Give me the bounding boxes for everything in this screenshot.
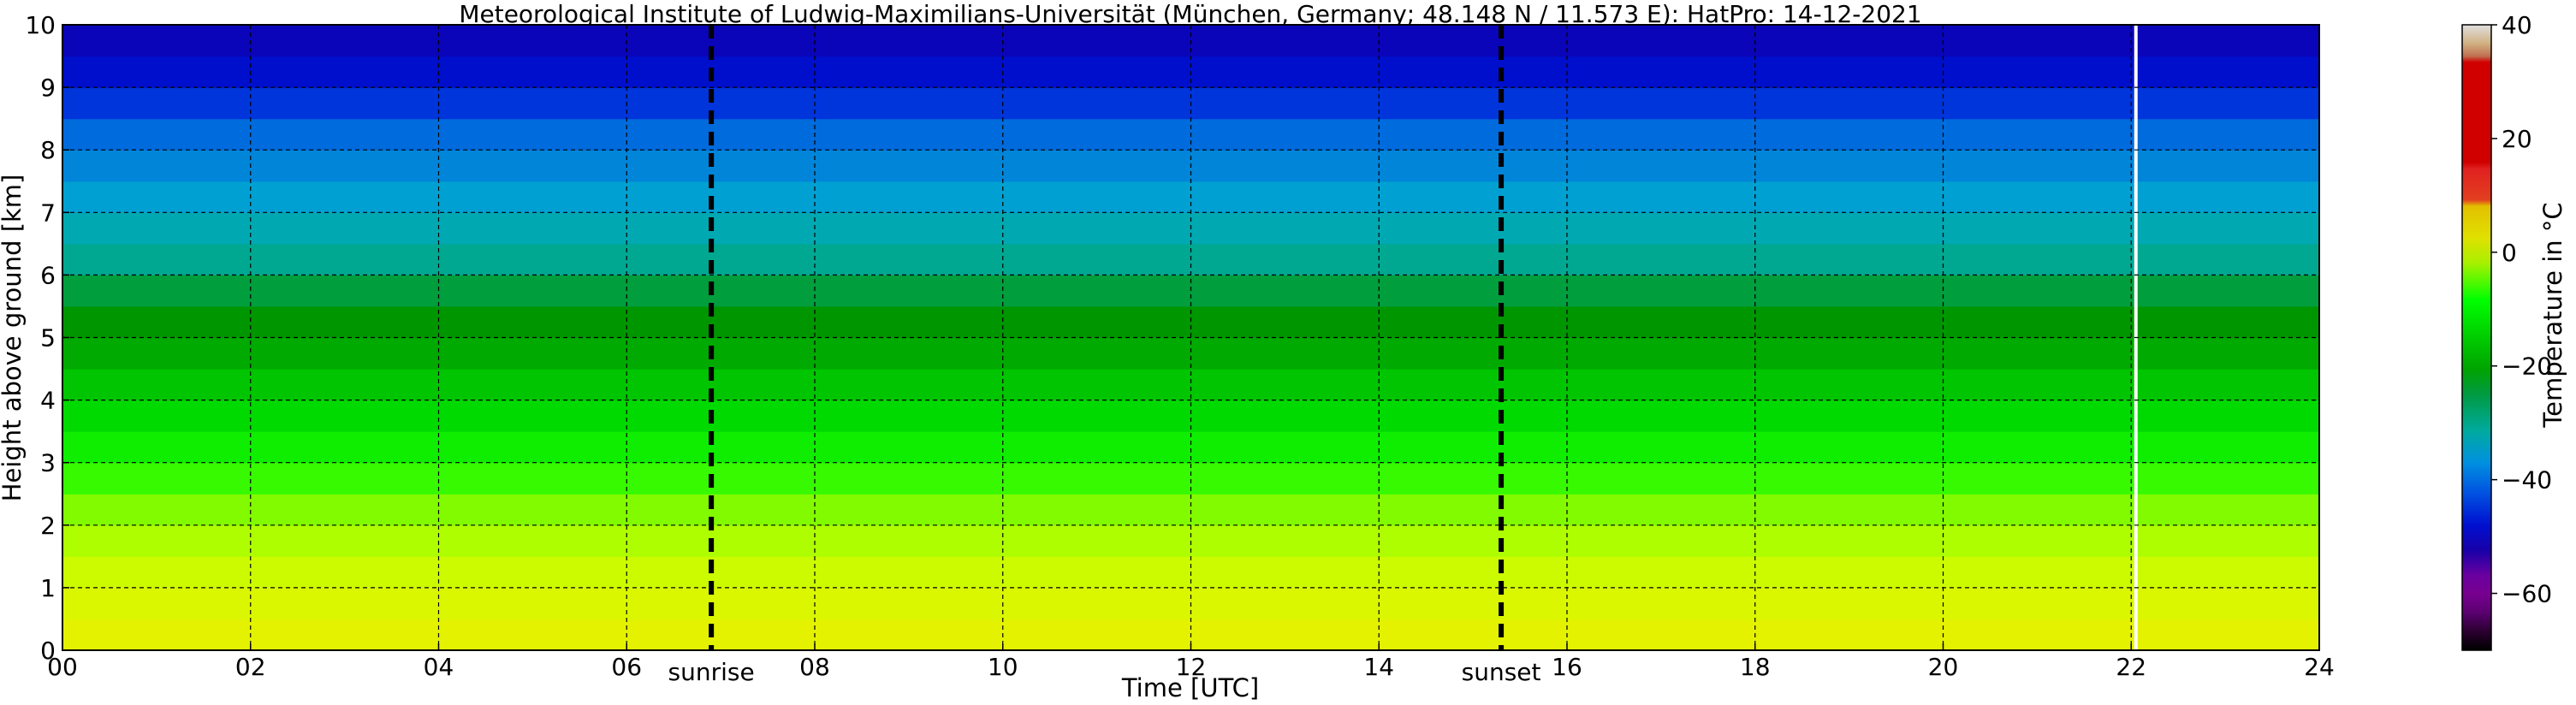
colorbar-tick-label: −20 xyxy=(2502,352,2552,381)
colorbar-tick-label: 40 xyxy=(2502,11,2532,39)
x-tick-label: 24 xyxy=(2304,653,2335,681)
x-tick-label: 14 xyxy=(1363,653,1394,681)
colorbar-tick-label: −40 xyxy=(2502,466,2552,495)
y-tick-label: 10 xyxy=(25,11,56,39)
x-tick-label: 00 xyxy=(47,653,78,681)
y-tick-label: 6 xyxy=(40,261,56,289)
colorbar-scale xyxy=(2461,24,2492,651)
chart-title: Meteorological Institute of Ludwig-Maxim… xyxy=(459,0,1921,28)
y-tick-label: 3 xyxy=(40,449,56,477)
y-tick-label: 8 xyxy=(40,136,56,164)
x-tick-label: 20 xyxy=(1928,653,1959,681)
y-tick-label: 4 xyxy=(40,387,56,415)
y-axis-ticks: 0 1 2 3 4 5 6 7 8 9 10 xyxy=(25,11,69,665)
y-axis-label: Height above ground [km] xyxy=(0,175,27,502)
colorbar-tick-label: 0 xyxy=(2502,239,2517,267)
x-tick-label: 08 xyxy=(799,653,830,681)
colorbar-label: Temperature in °C xyxy=(2538,202,2567,428)
colorbar-tick-label: 20 xyxy=(2502,125,2532,153)
x-tick-label: 16 xyxy=(1552,653,1582,681)
y-tick-label: 2 xyxy=(40,512,56,540)
colorbar-tick-label: −60 xyxy=(2502,580,2552,608)
y-tick-label: 1 xyxy=(40,574,56,602)
x-tick-label: 10 xyxy=(988,653,1018,681)
event-lines xyxy=(709,25,1505,650)
x-axis-label: Time [UTC] xyxy=(1121,673,1259,702)
x-tick-label: 22 xyxy=(2116,653,2146,681)
sunrise-label: sunrise xyxy=(668,658,755,686)
x-tick-label: 02 xyxy=(235,653,266,681)
sunset-label: sunset xyxy=(1462,658,1541,686)
colorbar-ticks: 40 20 0 −20 −40 −60 xyxy=(2491,11,2552,608)
x-axis-ticks: sunrise sunset 00 02 04 06 08 10 12 14 16 18 20 22 24 xyxy=(47,643,2335,686)
x-tick-label: 06 xyxy=(611,653,642,681)
x-tick-label: 04 xyxy=(424,653,454,681)
x-tick-label: 12 xyxy=(1176,653,1207,681)
colorbar: 40 20 0 −20 −40 −60 Temperature in °C xyxy=(2461,11,2567,651)
y-tick-label: 7 xyxy=(40,198,56,227)
y-tick-label: 9 xyxy=(40,74,56,102)
x-tick-label: 18 xyxy=(1740,653,1771,681)
plot-area xyxy=(62,24,2320,651)
y-tick-label: 0 xyxy=(40,637,56,665)
y-tick-label: 5 xyxy=(40,324,56,352)
